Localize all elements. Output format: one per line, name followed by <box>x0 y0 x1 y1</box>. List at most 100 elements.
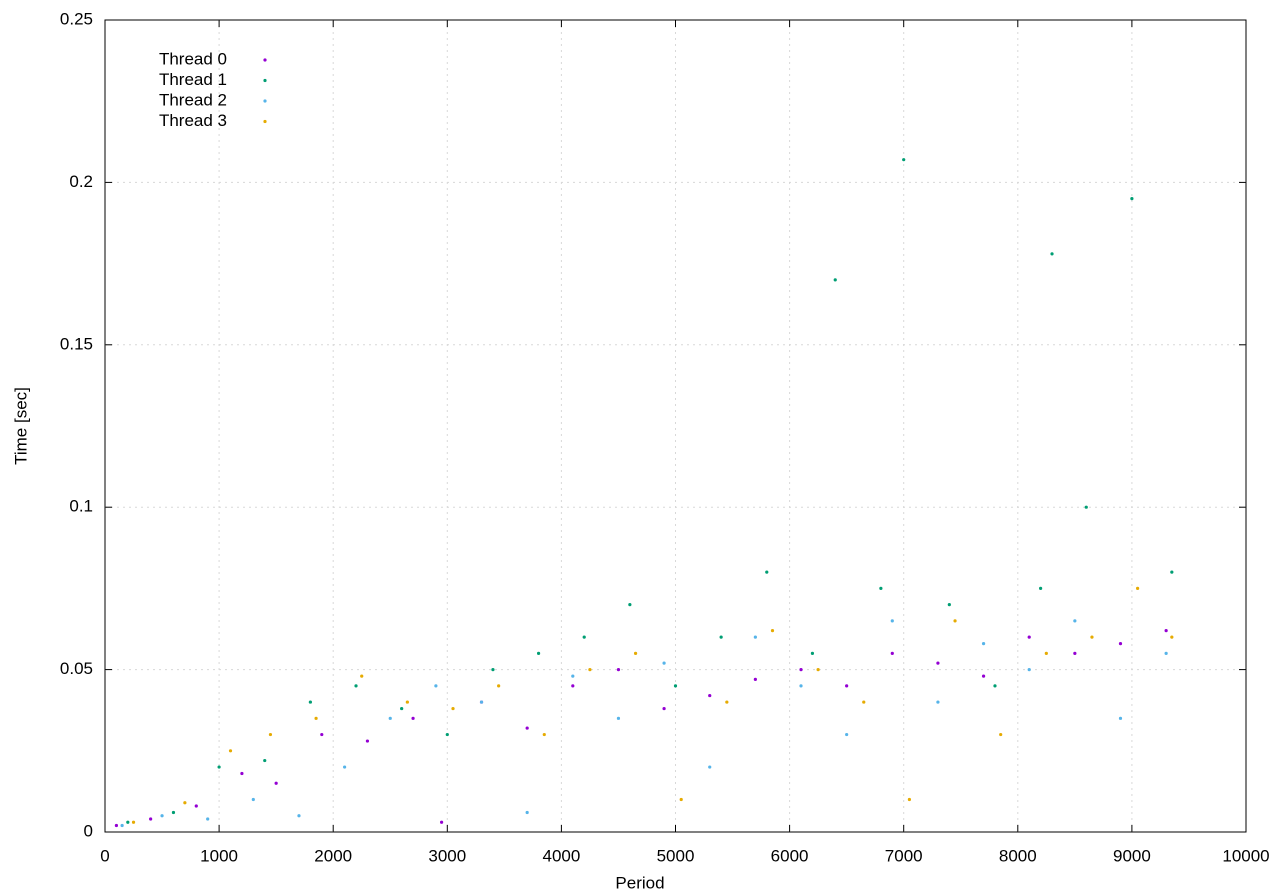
scatter-point <box>1044 651 1048 655</box>
scatter-point <box>1027 635 1031 639</box>
x-axis-label: Period <box>615 873 664 892</box>
scatter-point <box>582 635 586 639</box>
scatter-point <box>451 706 455 711</box>
scatter-point <box>268 732 273 737</box>
scatter-point <box>1073 651 1077 655</box>
scatter-point <box>1164 651 1168 655</box>
scatter-point <box>183 801 187 805</box>
scatter-point <box>981 642 986 646</box>
scatter-point <box>400 706 404 711</box>
legend-label: Thread 1 <box>159 70 227 89</box>
scatter-point <box>953 619 957 623</box>
scatter-point <box>862 700 866 704</box>
scatter-point <box>833 278 837 282</box>
x-tick-label: 10000 <box>1222 846 1269 865</box>
scatter-point <box>320 732 324 737</box>
scatter-point <box>240 771 244 776</box>
y-tick-label: 0.05 <box>60 659 93 678</box>
scatter-point <box>149 817 153 821</box>
y-tick-label: 0.25 <box>60 9 93 28</box>
scatter-point <box>662 661 666 665</box>
y-axis-label: Time [sec] <box>11 387 30 465</box>
scatter-point <box>1170 635 1174 639</box>
scatter-point <box>765 570 769 574</box>
scatter-point <box>314 716 318 720</box>
scatter-point <box>525 810 529 815</box>
scatter-point <box>673 684 678 688</box>
x-tick-label: 4000 <box>542 846 580 865</box>
scatter-point <box>633 651 638 655</box>
scatter-point <box>1164 629 1168 633</box>
scatter-point <box>497 684 501 688</box>
scatter-point <box>479 700 484 704</box>
scatter-point <box>1073 619 1077 623</box>
scatter-point <box>799 684 803 688</box>
scatter-point <box>491 668 495 672</box>
scatter-point <box>114 823 119 828</box>
scatter-point <box>194 804 198 808</box>
scatter-point <box>297 814 301 818</box>
scatter-point <box>571 684 575 688</box>
y-tick-label: 0.2 <box>69 172 93 191</box>
scatter-point <box>343 765 347 769</box>
scatter-point <box>1027 668 1031 672</box>
scatter-point <box>1084 505 1088 509</box>
scatter-point <box>228 749 233 753</box>
scatter-point <box>1170 570 1174 574</box>
scatter-point <box>725 700 729 704</box>
scatter-point <box>993 684 997 688</box>
scatter-point <box>890 651 894 655</box>
scatter-point <box>1118 716 1123 720</box>
legend-label: Thread 3 <box>159 111 227 130</box>
scatter-point <box>1039 586 1043 591</box>
scatter-point <box>662 706 666 711</box>
scatter-point <box>816 668 820 672</box>
scatter-point <box>274 781 278 785</box>
scatter-point <box>708 765 712 769</box>
scatter-point <box>679 797 683 802</box>
x-tick-label: 5000 <box>657 846 695 865</box>
scatter-point <box>628 603 632 607</box>
scatter-point <box>999 732 1003 737</box>
x-tick-label: 3000 <box>428 846 466 865</box>
scatter-point <box>263 758 267 763</box>
scatter-point <box>588 668 592 672</box>
scatter-point <box>810 651 815 655</box>
legend-marker <box>263 78 267 83</box>
scatter-point <box>411 716 415 720</box>
y-tick-label: 0.15 <box>60 334 93 353</box>
scatter-point <box>1118 642 1123 646</box>
scatter-point <box>536 651 541 655</box>
scatter-point <box>1050 252 1054 256</box>
scatter-point <box>902 158 906 162</box>
scatter-point <box>936 700 940 704</box>
x-tick-label: 2000 <box>314 846 352 865</box>
scatter-point <box>120 823 124 828</box>
legend-label: Thread 2 <box>159 90 227 109</box>
scatter-point <box>525 726 529 730</box>
scatter-point <box>439 820 444 824</box>
scatter-point <box>126 820 130 824</box>
scatter-point <box>171 810 176 815</box>
scatter-point <box>131 820 136 824</box>
scatter-point <box>405 700 409 704</box>
x-tick-label: 7000 <box>885 846 923 865</box>
scatter-point <box>719 635 723 639</box>
scatter-point <box>571 674 575 678</box>
x-tick-label: 9000 <box>1113 846 1151 865</box>
scatter-point <box>217 765 221 769</box>
scatter-point <box>936 661 940 665</box>
scatter-point <box>308 700 312 704</box>
x-tick-label: 0 <box>100 846 109 865</box>
scatter-point <box>365 739 370 743</box>
scatter-point <box>434 684 438 688</box>
scatter-point <box>354 684 358 688</box>
scatter-point <box>445 732 449 737</box>
scatter-point <box>770 629 775 633</box>
scatter-point <box>1090 635 1094 639</box>
scatter-point <box>160 814 164 818</box>
x-tick-label: 6000 <box>771 846 809 865</box>
legend-marker <box>263 58 267 62</box>
scatter-point <box>947 603 951 607</box>
